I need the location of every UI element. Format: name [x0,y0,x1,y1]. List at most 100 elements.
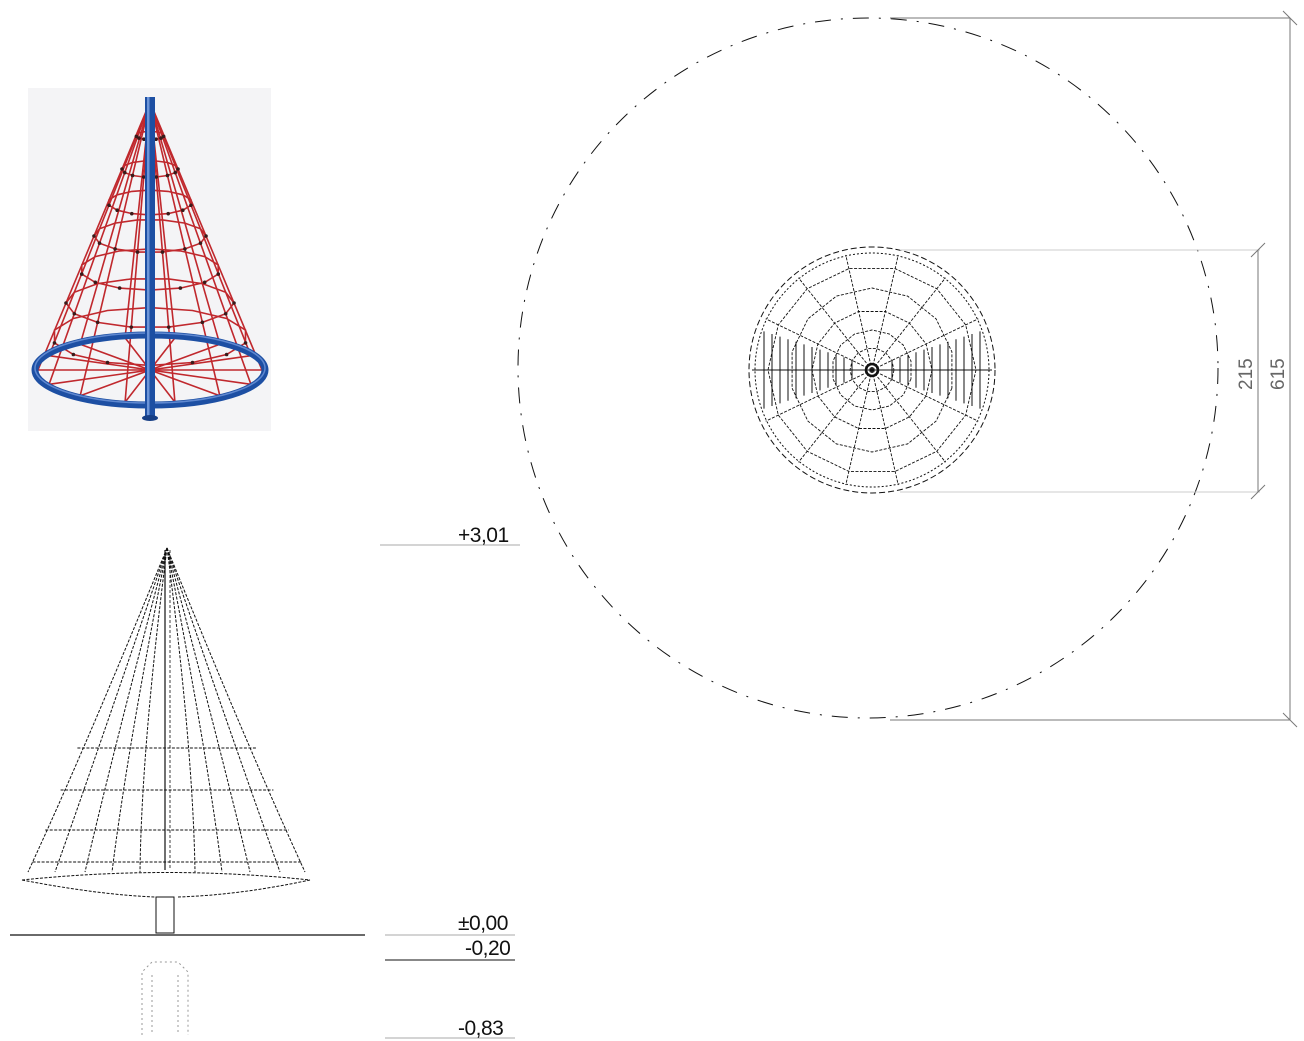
central-mast [145,97,155,419]
rope-knot [198,241,203,245]
level-label-top: +3,01 [458,524,509,547]
rope-knot [190,360,195,365]
plan-radial-rope [798,369,873,463]
level-label-foundation: -0,83 [458,1017,503,1040]
rope-knot [160,250,165,254]
rope-base-spoke [149,369,221,397]
rope-knot [161,134,166,139]
plan-radial-rope [871,369,979,422]
rope-knot [204,234,208,238]
plan-ring-rope [791,287,953,453]
rope-knot [135,250,140,254]
elevation-view [10,547,365,1035]
level-label-ground: ±0,00 [458,912,508,935]
rope-net [37,101,263,403]
elevation-rope [166,547,196,873]
plan-hatching [763,331,981,409]
mast-foot [142,415,158,421]
rope-knot [232,301,236,305]
elevation-rope [166,547,306,873]
rope-knot [71,352,76,357]
rope-knot [64,301,68,305]
elevation-rope [139,547,168,873]
rope-knot [79,272,84,276]
level-label-base: -0,20 [465,937,510,960]
rope-knot [95,320,100,325]
plan-radial-rope [845,369,873,486]
dimension-label-inner: 215 [1236,358,1257,390]
elevation-rope [84,547,168,873]
rope-base-spoke [79,369,151,397]
plan-radial-rope [871,254,899,371]
dimension-lines [890,10,1298,728]
product-render-image [28,88,271,431]
rope-knot [93,280,98,285]
plan-radial-rope [765,369,873,422]
plan-view [517,17,1219,719]
rope-knot [178,286,183,290]
elevation-rope [111,547,168,873]
rope-knot [200,320,205,325]
elevation-rope [166,547,223,873]
elevation-net-lines [21,547,311,898]
elevation-rope [54,547,168,873]
rope-ring [53,306,247,367]
elevation-rope [166,547,281,873]
rope-knot [202,280,207,285]
rope-knot [166,325,171,329]
rope-knot [105,360,110,365]
plan-radial-rope [845,254,873,371]
rope-knot [72,311,77,316]
rope-ring [108,189,192,216]
rope-knot [173,170,178,175]
rope-knot [166,211,171,216]
rope-knot [224,352,229,357]
plan-radial-rope [765,318,873,371]
elevation-post [155,896,175,934]
dimension-label-outer: 615 [1268,358,1289,390]
level-lines [380,544,520,1039]
rope-knot [137,136,141,140]
rope-knot [129,325,134,329]
rope-knot [107,203,111,208]
rope-ring [81,248,219,291]
rope-knot [159,136,163,140]
rope-knot [189,203,193,208]
plan-center-mast [864,362,880,378]
rope-knot [223,311,228,316]
elevation-base-skirt [21,879,311,898]
dim-tick-inner-bottom [1250,484,1266,500]
rope-knot [134,134,139,139]
rope-knot [154,137,158,142]
rope-knot [176,167,180,171]
rope-knot [154,175,159,179]
rope-knot [216,272,221,276]
central-mast-highlight [147,97,150,419]
rope-base-spoke [48,369,151,386]
rope-knot [243,341,248,345]
elevation-base-ring [21,872,311,881]
dim-tick-inner-top [1250,242,1266,258]
foundation-outline [141,961,189,1035]
rope-knot [141,175,146,179]
plan-radial-rope [871,369,946,463]
plan-ring-rope [767,268,977,472]
rope-knot [183,247,187,251]
plan-radial-rope [871,277,946,371]
rope-base-spoke [79,343,151,371]
rope-knot [117,286,122,290]
safety-zone-circle [517,17,1219,719]
rope-knot [181,208,185,213]
rope-knot [113,247,117,251]
dim-tick-outer-bottom [1282,712,1298,728]
plan-radial-rope [798,277,873,371]
elevation-rope [27,547,168,873]
rope-knot [122,170,127,175]
rope-knot [52,341,57,345]
plan-radial-rope [871,369,899,486]
dim-tick-outer-top [1282,10,1298,26]
plan-radial-rope [871,318,979,371]
rope-knot [142,137,146,142]
rope-knot [115,208,119,213]
